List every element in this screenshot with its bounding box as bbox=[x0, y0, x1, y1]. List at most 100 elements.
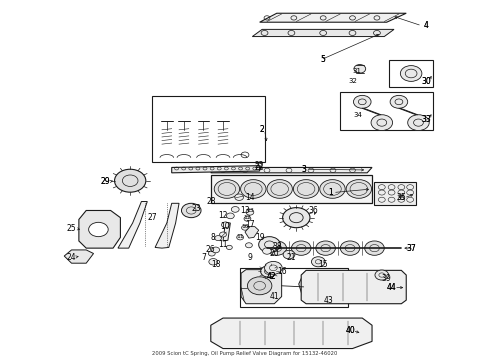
Circle shape bbox=[215, 235, 221, 240]
Text: 40: 40 bbox=[345, 326, 355, 335]
Text: 39: 39 bbox=[382, 274, 392, 283]
Circle shape bbox=[212, 247, 220, 253]
Text: 30: 30 bbox=[421, 77, 431, 86]
Circle shape bbox=[208, 251, 215, 256]
Circle shape bbox=[261, 266, 276, 277]
Circle shape bbox=[265, 261, 282, 274]
Circle shape bbox=[312, 257, 325, 267]
Text: 11: 11 bbox=[218, 240, 228, 249]
Text: 36: 36 bbox=[309, 206, 318, 215]
Circle shape bbox=[267, 241, 287, 255]
Text: 27: 27 bbox=[147, 213, 157, 222]
Circle shape bbox=[89, 222, 108, 237]
Text: 10: 10 bbox=[220, 222, 230, 231]
Text: 16: 16 bbox=[277, 267, 287, 276]
Polygon shape bbox=[260, 13, 406, 22]
Text: 42: 42 bbox=[267, 272, 277, 281]
Text: 29: 29 bbox=[101, 177, 111, 186]
Polygon shape bbox=[252, 30, 394, 37]
Text: 34: 34 bbox=[353, 112, 362, 118]
Text: 24: 24 bbox=[67, 253, 76, 262]
Text: 21: 21 bbox=[287, 253, 296, 262]
Polygon shape bbox=[211, 167, 372, 173]
Text: 23: 23 bbox=[191, 204, 201, 213]
Text: 29: 29 bbox=[101, 177, 111, 186]
Text: 22: 22 bbox=[255, 161, 265, 170]
Circle shape bbox=[226, 213, 234, 219]
Circle shape bbox=[353, 95, 371, 108]
Circle shape bbox=[283, 208, 310, 228]
Text: 35: 35 bbox=[396, 193, 406, 202]
Text: 19: 19 bbox=[255, 233, 265, 242]
Text: 38: 38 bbox=[272, 242, 282, 251]
Polygon shape bbox=[301, 270, 406, 304]
Text: 15: 15 bbox=[318, 260, 328, 269]
Text: 44: 44 bbox=[387, 283, 396, 292]
Circle shape bbox=[226, 245, 232, 249]
Circle shape bbox=[346, 180, 371, 198]
Circle shape bbox=[209, 258, 218, 265]
Bar bbox=[389, 60, 433, 87]
Circle shape bbox=[221, 222, 229, 228]
Text: 3: 3 bbox=[301, 165, 306, 174]
Text: 18: 18 bbox=[211, 260, 220, 269]
Circle shape bbox=[294, 180, 319, 198]
Polygon shape bbox=[118, 202, 147, 248]
Text: 20: 20 bbox=[270, 249, 279, 258]
Text: 44: 44 bbox=[387, 283, 396, 292]
Text: 41: 41 bbox=[270, 292, 279, 301]
Text: 9: 9 bbox=[247, 253, 252, 262]
Polygon shape bbox=[299, 273, 343, 300]
Circle shape bbox=[365, 241, 384, 255]
Polygon shape bbox=[374, 182, 416, 205]
Text: 2: 2 bbox=[260, 125, 265, 134]
Text: 43: 43 bbox=[323, 296, 333, 305]
Circle shape bbox=[259, 237, 280, 252]
Text: 1: 1 bbox=[328, 188, 333, 197]
Text: 10: 10 bbox=[241, 224, 249, 229]
Polygon shape bbox=[223, 222, 230, 241]
Text: 12: 12 bbox=[244, 215, 251, 220]
Text: 33: 33 bbox=[421, 114, 431, 123]
Polygon shape bbox=[211, 175, 372, 203]
Circle shape bbox=[247, 277, 272, 295]
Text: 5: 5 bbox=[321, 55, 326, 64]
Circle shape bbox=[231, 207, 239, 212]
Circle shape bbox=[371, 115, 392, 131]
Circle shape bbox=[237, 235, 244, 240]
Text: 28: 28 bbox=[206, 197, 216, 206]
Circle shape bbox=[320, 180, 345, 198]
Circle shape bbox=[310, 279, 331, 295]
Circle shape bbox=[316, 241, 335, 255]
Text: 42: 42 bbox=[267, 272, 277, 281]
Circle shape bbox=[292, 241, 311, 255]
Text: 31: 31 bbox=[353, 68, 362, 74]
Text: 40: 40 bbox=[345, 326, 355, 335]
Text: 5: 5 bbox=[321, 55, 326, 64]
Text: 4: 4 bbox=[423, 21, 428, 30]
Circle shape bbox=[375, 270, 389, 280]
Polygon shape bbox=[241, 270, 282, 304]
Text: 35: 35 bbox=[397, 195, 406, 201]
Circle shape bbox=[408, 115, 429, 131]
Circle shape bbox=[263, 248, 271, 254]
Text: 1: 1 bbox=[328, 188, 333, 197]
Circle shape bbox=[354, 64, 366, 73]
Text: 37: 37 bbox=[406, 244, 416, 253]
Text: 26: 26 bbox=[206, 246, 216, 255]
Circle shape bbox=[214, 180, 240, 198]
Circle shape bbox=[235, 194, 244, 201]
Circle shape bbox=[246, 210, 254, 215]
Polygon shape bbox=[79, 211, 121, 248]
Text: 17: 17 bbox=[245, 220, 255, 229]
Circle shape bbox=[400, 66, 422, 81]
Text: 2: 2 bbox=[260, 125, 265, 134]
Text: 13: 13 bbox=[240, 206, 250, 215]
Text: 7: 7 bbox=[201, 253, 206, 262]
Polygon shape bbox=[245, 226, 259, 238]
Bar bbox=[340, 92, 433, 130]
Circle shape bbox=[242, 225, 248, 230]
Polygon shape bbox=[211, 318, 372, 348]
Circle shape bbox=[244, 216, 251, 221]
Polygon shape bbox=[172, 166, 260, 173]
